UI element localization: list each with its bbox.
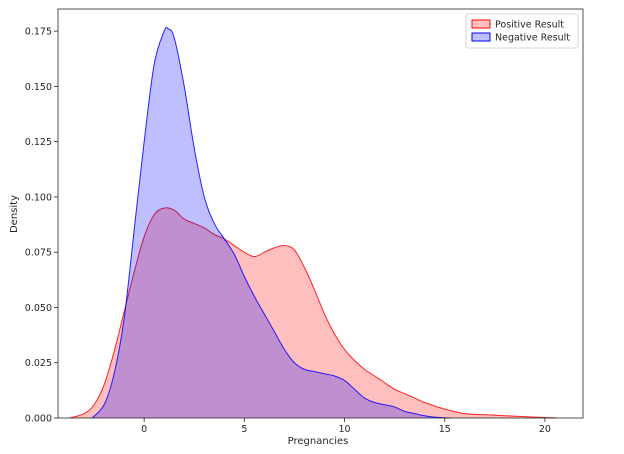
y-tick-label: 0.050 [25,303,52,314]
legend-box [465,13,579,49]
area-negative-result [92,27,451,418]
legend: Positive Result Negative Result [465,13,579,49]
y-tick-label: 0.075 [25,248,52,259]
x-tick-label: 0 [141,424,147,435]
x-tick-label: 10 [338,424,350,435]
line-positive-result [69,207,557,419]
y-tick-label: 0.000 [25,414,52,425]
legend-swatch-positive-result [471,19,491,29]
y-tick-label: 0.125 [25,137,52,148]
legend-label-negative-result: Negative Result [495,33,570,44]
legend-swatch-negative-result [471,32,491,42]
y-axis-label: Density [9,195,20,233]
legend-label-positive-result: Positive Result [495,20,564,31]
axes-frame [57,8,584,419]
axes: 0 5 10 15 20 0.000 0.025 0.050 0.075 0.100 0.125 0.… [25,8,584,435]
plot-area [69,26,557,419]
y-tick-label: 0.100 [25,192,52,203]
y-tick-label: 0.025 [25,358,52,369]
x-tick-label: 15 [439,424,451,435]
y-tick-label: 0.150 [25,82,52,93]
y-tick-label: 0.175 [25,27,52,38]
area-positive-result [70,207,557,418]
x-tick-label: 20 [539,424,551,435]
x-axis-label: Pregnancies [288,436,349,447]
line-negative-result [91,26,451,419]
x-tick-label: 5 [241,424,247,435]
